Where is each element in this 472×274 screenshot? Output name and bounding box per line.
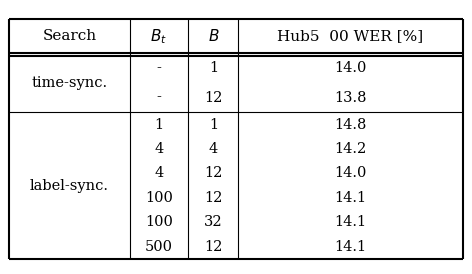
Text: 14.1: 14.1 bbox=[334, 215, 366, 229]
Text: 12: 12 bbox=[204, 191, 222, 205]
Text: 14.1: 14.1 bbox=[334, 191, 366, 205]
Text: 14.0: 14.0 bbox=[334, 166, 367, 180]
Text: 13.8: 13.8 bbox=[334, 91, 367, 105]
Text: -: - bbox=[157, 91, 161, 105]
Text: 12: 12 bbox=[204, 240, 222, 254]
Text: 4: 4 bbox=[209, 142, 218, 156]
Text: 14.2: 14.2 bbox=[334, 142, 367, 156]
Text: time-sync.: time-sync. bbox=[32, 76, 108, 90]
Text: $B_t$: $B_t$ bbox=[151, 27, 168, 46]
Text: 1: 1 bbox=[209, 118, 218, 132]
Text: -: - bbox=[157, 61, 161, 75]
Text: 500: 500 bbox=[145, 240, 173, 254]
Text: Search: Search bbox=[42, 29, 97, 43]
Text: 100: 100 bbox=[145, 191, 173, 205]
Text: 4: 4 bbox=[154, 142, 164, 156]
Text: 14.0: 14.0 bbox=[334, 61, 367, 75]
Text: 12: 12 bbox=[204, 166, 222, 180]
Text: $B$: $B$ bbox=[208, 28, 219, 44]
Text: 1: 1 bbox=[209, 61, 218, 75]
Text: 14.8: 14.8 bbox=[334, 118, 367, 132]
Text: 100: 100 bbox=[145, 215, 173, 229]
Text: 1: 1 bbox=[154, 118, 163, 132]
Text: 4: 4 bbox=[154, 166, 164, 180]
Text: 14.1: 14.1 bbox=[334, 240, 366, 254]
Text: 12: 12 bbox=[204, 91, 222, 105]
Text: label-sync.: label-sync. bbox=[30, 179, 109, 193]
Text: Hub5 00 WER [%]: Hub5 00 WER [%] bbox=[278, 29, 423, 43]
Text: 32: 32 bbox=[204, 215, 223, 229]
